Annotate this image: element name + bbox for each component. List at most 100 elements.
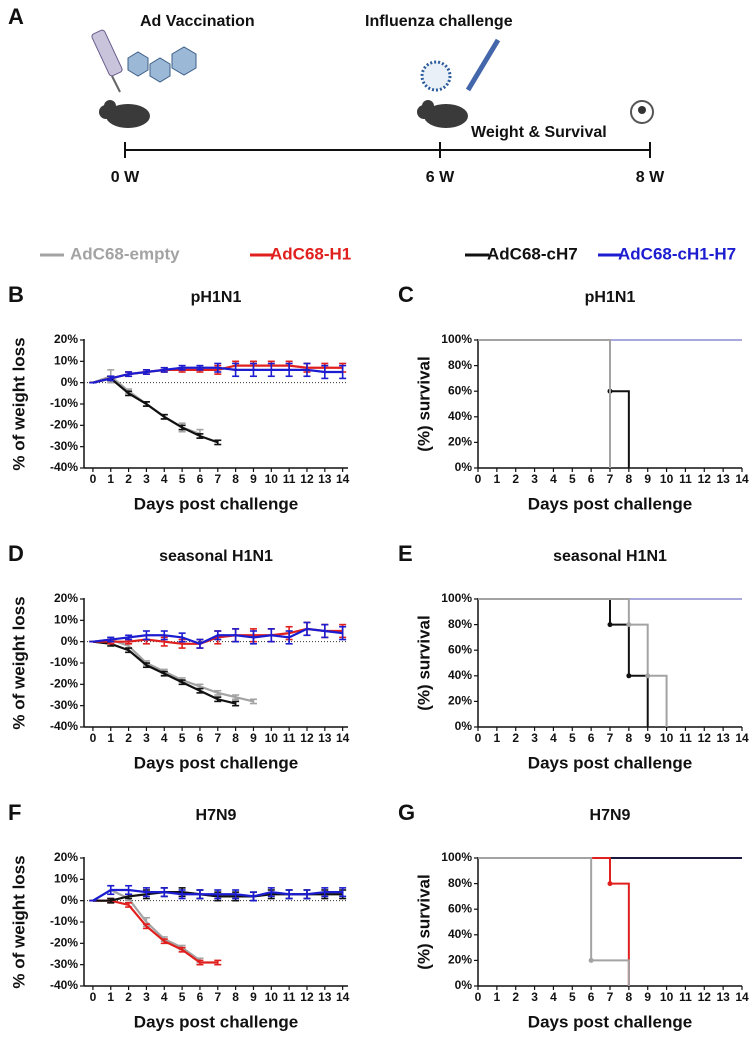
error-bar — [125, 371, 133, 378]
x-tick-label: 14 — [735, 990, 749, 1004]
mouse-icon — [417, 100, 468, 128]
y-tick-label: 20% — [54, 332, 78, 346]
y-axis-title: % of weight loss — [9, 337, 28, 470]
x-tick-label: 6 — [197, 990, 204, 1004]
error-bar — [339, 625, 347, 641]
legend-label: AdC68-cH7 — [487, 244, 578, 263]
error-bar — [339, 364, 347, 380]
x-tick-label: 0 — [90, 472, 97, 486]
error-bar — [125, 634, 133, 641]
event-label: Ad Vaccination — [140, 13, 255, 30]
timeline-label: 0 W — [111, 169, 140, 186]
error-bar — [321, 364, 329, 380]
y-tick-label: -10% — [50, 396, 78, 410]
x-tick-label: 1 — [494, 990, 501, 1004]
event-label: Influenza challenge — [365, 13, 513, 30]
survival-curve — [478, 857, 630, 986]
x-tick-label: 3 — [531, 990, 538, 1004]
error-bar — [232, 628, 240, 643]
x-tick-label: 9 — [644, 731, 651, 745]
y-tick-label: 20% — [54, 850, 78, 864]
error-bar — [285, 362, 293, 378]
panel-a: A Ad Vaccination Influenza challenge Wei… — [8, 4, 665, 186]
y-tick-label: -20% — [50, 677, 78, 691]
x-tick-label: 13 — [318, 472, 332, 486]
chart: F H7N9 Days post challenge % of weight loss… — [8, 800, 350, 1032]
y-tick-label: -30% — [50, 698, 78, 712]
x-tick-label: 0 — [90, 731, 97, 745]
error-bar — [232, 362, 240, 378]
error-bar — [178, 946, 186, 953]
error-bar — [178, 424, 186, 431]
error-bar — [107, 636, 115, 643]
error-bar — [249, 891, 257, 902]
y-tick-label: -40% — [50, 460, 78, 474]
x-tick-label: 7 — [214, 990, 221, 1004]
x-tick-label: 10 — [660, 990, 674, 1004]
error-bar — [303, 621, 311, 637]
error-bar — [321, 623, 329, 639]
x-tick-label: 5 — [179, 990, 186, 1004]
x-tick-label: 4 — [550, 731, 557, 745]
x-tick-label: 10 — [265, 472, 279, 486]
y-tick-label: 80% — [448, 358, 472, 372]
error-bar — [214, 889, 222, 900]
x-tick-label: 8 — [232, 472, 239, 486]
x-tick-label: 5 — [179, 472, 186, 486]
virus-icons — [127, 46, 197, 83]
survival-curve — [478, 339, 611, 468]
y-tick-label: 60% — [448, 383, 472, 397]
censor-point — [626, 622, 632, 628]
x-tick-label: 7 — [607, 731, 614, 745]
x-tick-label: 14 — [336, 731, 350, 745]
timeline-label: 6 W — [426, 169, 455, 186]
error-bar — [303, 362, 311, 378]
error-bar — [125, 901, 133, 908]
error-bar — [196, 889, 204, 900]
error-bar — [107, 897, 115, 904]
y-tick-label: -30% — [50, 957, 78, 971]
y-tick-label: -20% — [50, 418, 78, 432]
y-tick-label: 80% — [448, 617, 472, 631]
x-tick-label: 8 — [232, 731, 239, 745]
error-bar — [321, 887, 329, 898]
x-tick-label: 13 — [716, 731, 730, 745]
y-tick-label: 60% — [448, 642, 472, 656]
x-tick-label: 10 — [660, 472, 674, 486]
x-tick-label: 0 — [90, 990, 97, 1004]
censor-point — [588, 957, 594, 963]
x-tick-label: 1 — [107, 472, 114, 486]
y-tick-label: 40% — [448, 668, 472, 682]
error-bar — [303, 889, 311, 900]
x-tick-label: 12 — [698, 472, 712, 486]
error-bar — [160, 938, 168, 945]
x-tick-label: 1 — [107, 731, 114, 745]
error-bar — [178, 632, 186, 643]
y-tick-label: 40% — [448, 927, 472, 941]
panel-letter: C — [398, 282, 414, 307]
error-bar — [232, 700, 240, 707]
chart-title: pH1N1 — [191, 289, 242, 306]
error-bar — [339, 887, 347, 898]
error-bar — [249, 630, 257, 645]
error-bar — [267, 362, 275, 378]
error-bar — [142, 630, 150, 641]
x-tick-label: 13 — [318, 731, 332, 745]
error-bar — [214, 439, 222, 446]
y-tick-label: -10% — [50, 655, 78, 669]
error-bar — [196, 687, 204, 694]
error-bar — [142, 923, 150, 930]
error-bar — [196, 959, 204, 966]
y-tick-label: -20% — [50, 936, 78, 950]
syringe-icon — [91, 29, 123, 93]
x-tick-label: 11 — [283, 731, 296, 745]
y-tick-label: 20% — [448, 694, 472, 708]
censor-point — [626, 673, 632, 679]
x-tick-label: 13 — [318, 990, 332, 1004]
y-tick-label: 100% — [441, 332, 472, 346]
x-tick-label: 10 — [660, 731, 674, 745]
